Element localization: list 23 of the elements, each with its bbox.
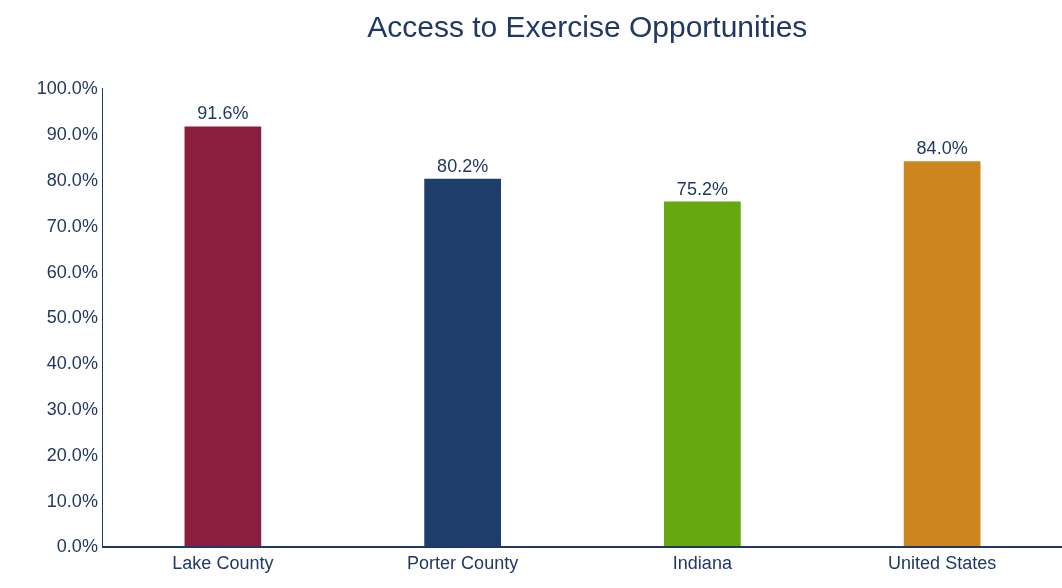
y-tick-label: 10.0% (46, 490, 98, 511)
x-tick-label: Lake County (172, 553, 274, 574)
data-label: 84.0% (916, 138, 968, 159)
chart-title: Access to Exercise Opportunities (367, 9, 808, 43)
bar (184, 126, 262, 546)
x-tick-label: Indiana (672, 553, 733, 574)
data-label: 91.6% (197, 103, 249, 124)
x-tick-label: United States (888, 553, 997, 574)
data-label: 75.2% (676, 178, 728, 199)
y-tick-label: 60.0% (46, 261, 98, 282)
y-tick-label: 40.0% (46, 353, 98, 374)
y-tick-label: 50.0% (46, 307, 98, 328)
x-tick-label: Porter County (407, 553, 519, 574)
y-tick-label: 0.0% (56, 536, 98, 557)
data-label: 80.2% (437, 155, 489, 176)
bar (664, 201, 741, 546)
y-tick-label: 70.0% (46, 215, 98, 236)
y-tick-label: 20.0% (46, 444, 98, 465)
bar (903, 161, 981, 546)
y-tick-label: 30.0% (46, 398, 98, 419)
y-tick-label: 80.0% (46, 169, 98, 190)
y-tick-label: 90.0% (46, 124, 98, 145)
y-tick-label: 100.0% (36, 78, 98, 99)
